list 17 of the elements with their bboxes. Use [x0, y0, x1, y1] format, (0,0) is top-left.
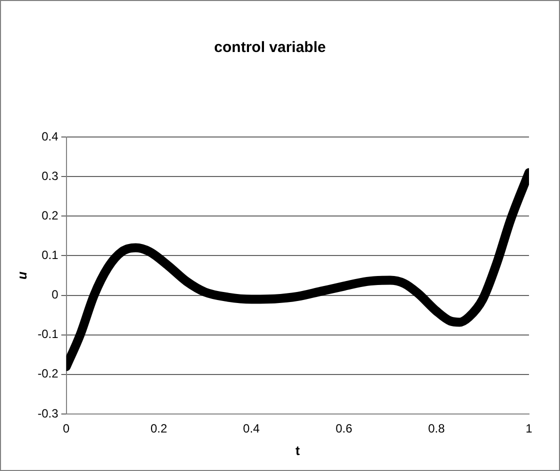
y-tick-label: -0.1 — [38, 327, 59, 342]
x-tick-label: 0.6 — [336, 422, 353, 436]
x-tick-label: 0.8 — [428, 422, 446, 436]
y-tick-label: -0.2 — [38, 366, 59, 381]
x-tick-label: 1 — [526, 422, 533, 436]
x-tick-label: 0 — [62, 422, 70, 436]
x-tick-label: 0.2 — [150, 422, 168, 436]
x-tick-label: 0.4 — [243, 422, 260, 436]
x-axis-title: t — [295, 442, 300, 458]
chart-title: control variable — [214, 39, 326, 56]
y-tick-label: 0 — [52, 288, 59, 302]
y-axis-title: u — [14, 271, 30, 280]
y-tick-label: 0.1 — [42, 248, 59, 262]
y-tick-label: -0.3 — [38, 406, 59, 420]
y-tick-label: 0.4 — [42, 129, 59, 144]
y-tick-label: 0.3 — [42, 168, 59, 183]
y-tick-label: 0.2 — [42, 208, 59, 222]
